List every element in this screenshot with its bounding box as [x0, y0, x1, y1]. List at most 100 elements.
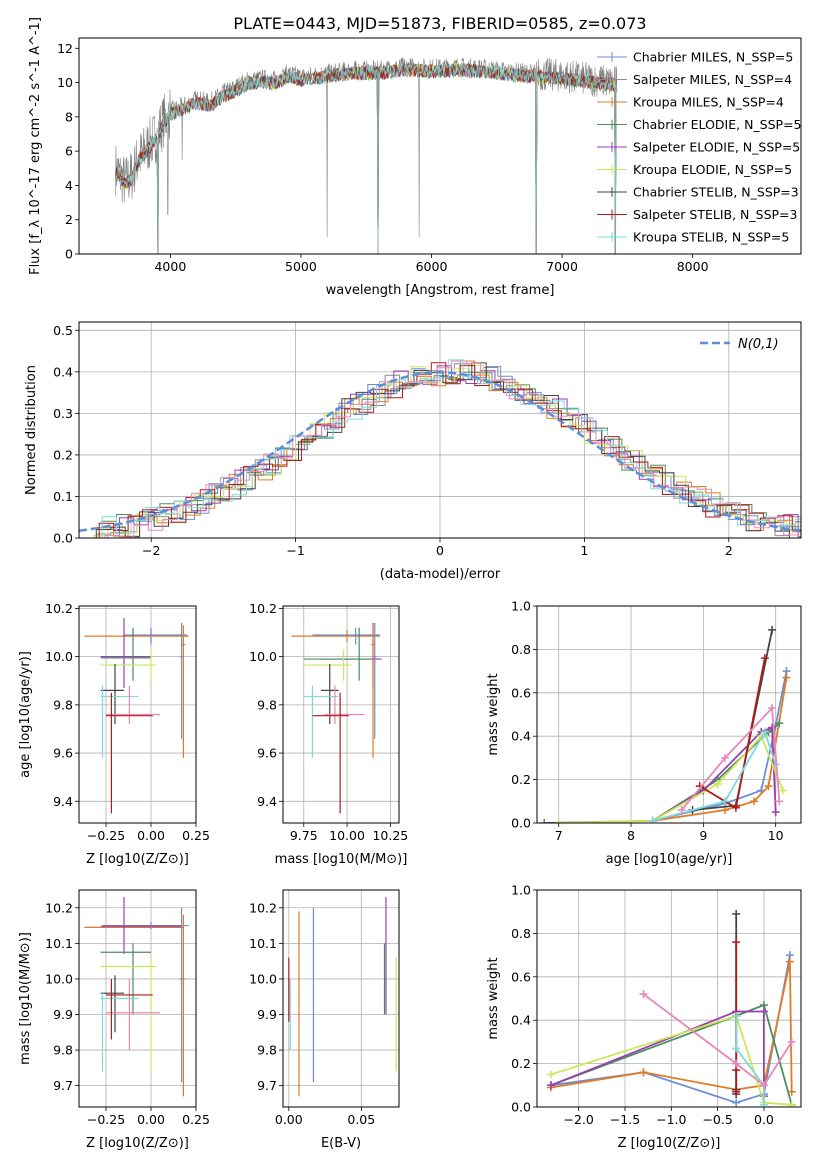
weight_vs_z-xtick-label: −1.0 — [656, 1112, 686, 1127]
weight_vs_age-point-marker — [731, 803, 740, 812]
weight_vs_age-xtick-label: 8 — [627, 828, 635, 843]
weight_vs_age-point-marker — [749, 797, 758, 806]
weight_vs_z-ytick-label: 0.0 — [511, 1100, 531, 1115]
mass_vs_z-ylabel: mass [log10(M/M⊙)] — [18, 932, 33, 1065]
legend-label-kroupa_elodie: Kroupa ELODIE, N_SSP=5 — [633, 162, 792, 177]
age_vs_z-ytick-label: 9.8 — [53, 697, 73, 712]
weight_vs_z-point-marker — [759, 1100, 768, 1107]
age_vs_mass-frame — [282, 605, 400, 824]
mass_vs_z-panel: −0.25 0.00 0.25 9.7 9.8 9.9 10.0 10.1 10.2 Z [log… — [18, 889, 210, 1151]
weight_vs_z-point-marker — [546, 1081, 555, 1090]
weight_vs_z-point-marker — [732, 1011, 741, 1020]
weight_vs_age-ytick-label: 0.8 — [511, 642, 531, 657]
age_vs_z-ytick-label: 9.6 — [53, 746, 73, 761]
weight_vs_age-point-marker — [721, 753, 730, 762]
weight_vs_age-point-marker — [540, 819, 549, 823]
age_vs_mass-ytick-label: 10.0 — [249, 649, 277, 664]
figure-title: PLATE=0443, MJD=51873, FIBERID=0585, z=0… — [233, 14, 646, 33]
age_vs_z-xtick-label: 0.00 — [137, 828, 165, 843]
weight_vs_z-ytick-label: 0.8 — [511, 926, 531, 941]
weight_vs_z-ytick-label: 0.4 — [511, 1013, 531, 1028]
residuals-xtick-label: 2 — [725, 543, 733, 558]
mass_vs_z-ytick-label: 9.7 — [53, 1078, 73, 1093]
age_vs_mass-ytick-label: 9.6 — [257, 746, 277, 761]
spectrum-xtick-label: 6000 — [416, 259, 448, 274]
mass_vs_ebv-xlabel: E(B-V) — [321, 1136, 361, 1151]
age_vs_z-plot-area — [84, 618, 189, 814]
weight_vs_z-ytick-label: 1.0 — [511, 883, 531, 898]
weight_vs_age-point-marker — [721, 797, 730, 806]
weight_vs_z-frame — [536, 889, 802, 1108]
normal-curve — [79, 371, 801, 532]
histogram-step-pink — [90, 360, 801, 538]
legend-label-salpeter_elodie: Salpeter ELODIE, N_SSP=5 — [633, 140, 800, 155]
weight_vs_age-xtick-label: 7 — [555, 828, 563, 843]
weight_vs_age-panel: 7 8 9 10 0.0 0.2 0.4 0.6 0.8 1.0 age [log10(age/yr… — [486, 599, 802, 867]
residuals-ytick-label: 0.2 — [53, 447, 73, 462]
spectrum-model-line-kroupa_miles — [115, 63, 618, 254]
spectrum-panel: 4000 5000 6000 7000 8000 0 2 4 6 8 10 12 wavelength … — [28, 17, 802, 298]
weight_vs_z-point-marker — [732, 1044, 741, 1053]
weight_vs_age-point-marker — [760, 654, 769, 663]
histogram-step-salpeter_stelib — [84, 362, 801, 538]
weight_vs_z-panel: −2.0 −1.5 −1.0 −0.5 0.0 0.0 0.2 0.4 0.6 0.8 1.0 Z [… — [486, 883, 802, 1151]
spectrum-ytick-label: 2 — [65, 212, 73, 227]
weight_vs_z-point-marker — [732, 909, 741, 918]
spectrum-xlabel: wavelength [Angstrom, rest frame] — [326, 283, 555, 298]
spectrum-ytick-label: 8 — [65, 109, 73, 124]
weight_vs_age-series-line-kroupa_stelib — [652, 729, 777, 822]
mass_vs_ebv-ytick-label: 9.9 — [257, 1007, 277, 1022]
weight_vs_z-series-line-kroupa_stelib — [735, 1015, 765, 1105]
age_vs_mass-xlabel: mass [log10(M/M⊙)] — [275, 852, 408, 867]
mass_vs_ebv-ytick-label: 9.7 — [257, 1078, 277, 1093]
age_vs_z-xlabel: Z [log10(Z/Z⊙)] — [86, 852, 189, 867]
mass_vs_z-xtick-label: 0.25 — [182, 1112, 210, 1127]
spectrum-xtick-label: 5000 — [285, 259, 317, 274]
mass_vs_z-xlabel: Z [log10(Z/Z⊙)] — [86, 1136, 189, 1151]
weight_vs_age-ytick-label: 0.0 — [511, 816, 531, 831]
mass_vs_ebv-ytick-label: 9.8 — [257, 1043, 277, 1058]
spectrum-ytick-label: 12 — [57, 41, 73, 56]
legend-label-salpeter_stelib: Salpeter STELIB, N_SSP=3 — [633, 207, 797, 222]
age_vs_z-xtick-label: 0.25 — [182, 828, 210, 843]
weight_vs_z-plot-area — [546, 909, 796, 1107]
mass_vs_ebv-ytick-label: 10.1 — [249, 936, 277, 951]
mass_vs_ebv-plot-area — [288, 897, 397, 1097]
weight_vs_age-ylabel: mass weight — [486, 673, 501, 755]
age_vs_mass-xtick-label: 9.75 — [290, 828, 318, 843]
spectrum-xtick-label: 8000 — [677, 259, 709, 274]
weight_vs_z-point-marker — [639, 1068, 648, 1077]
legend-label-salpeter_miles: Salpeter MILES, N_SSP=4 — [633, 72, 792, 87]
weight_vs_age-ytick-label: 0.2 — [511, 772, 531, 787]
histogram-step-chabrier_stelib — [81, 362, 801, 538]
mass_vs_z-ytick-label: 10.1 — [45, 936, 73, 951]
residuals-ylabel: Normed distribution — [24, 365, 39, 495]
weight_vs_age-ytick-label: 1.0 — [511, 599, 531, 614]
weight_vs_age-point-marker — [782, 673, 791, 682]
weight_vs_age-point-marker — [771, 808, 780, 817]
mass_vs_z-ytick-label: 9.8 — [53, 1043, 73, 1058]
age_vs_mass-ytick-label: 9.8 — [257, 697, 277, 712]
weight_vs_age-plot-area — [540, 625, 791, 823]
weight_vs_z-point-marker — [787, 1087, 796, 1096]
spectrum-ytick-label: 10 — [57, 75, 73, 90]
mass_vs_ebv-xtick-label: 0.05 — [347, 1112, 375, 1127]
residuals-plot-area — [79, 359, 801, 538]
spectrum-model-line-kroupa_elodie — [115, 62, 618, 254]
residuals-xtick-label: 0 — [436, 543, 444, 558]
spectrum-legend: Chabrier MILES, N_SSP=5 Salpeter MILES, N… — [597, 50, 802, 245]
spectrum-data-line — [115, 56, 618, 254]
spectrum-model-line-salpeter_stelib — [115, 63, 618, 254]
weight_vs_age-point-marker — [775, 797, 784, 806]
weight_vs_age-series-line-pink — [681, 705, 781, 811]
weight_vs_age-point-marker — [648, 816, 657, 823]
weight_vs_age-point-marker — [677, 805, 686, 814]
residuals-xtick-label: −2 — [142, 543, 160, 558]
weight_vs_z-series-line-chabrier_miles — [550, 954, 791, 1104]
residuals-xlabel: (data-model)/error — [380, 567, 501, 582]
mass_vs_ebv-ytick-label: 10.2 — [249, 900, 277, 915]
mass_vs_z-xtick-label: 0.00 — [137, 1112, 165, 1127]
residuals-xtick-label: 1 — [580, 543, 588, 558]
weight_vs_age-point-marker — [775, 719, 784, 728]
